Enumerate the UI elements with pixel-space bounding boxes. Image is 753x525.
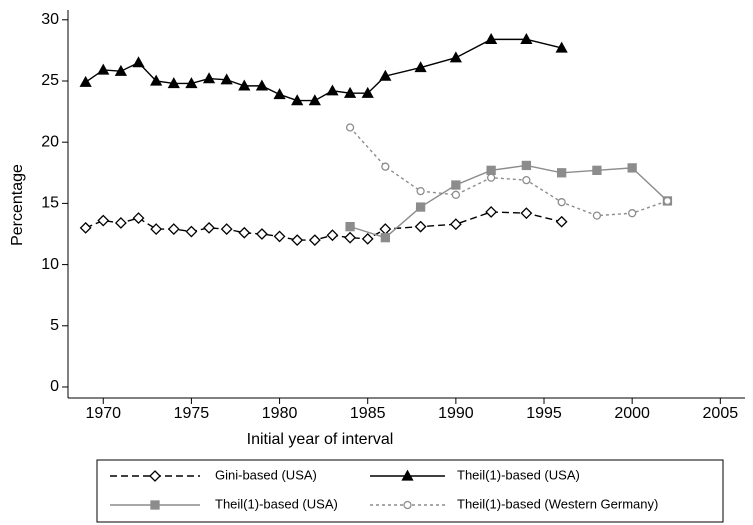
legend-label: Theil(1)-based (USA) [457,467,580,482]
y-tick-label: 25 [41,72,59,89]
marker [185,77,198,89]
marker [220,223,233,236]
y-axis-label: Percentage [9,164,26,246]
y-tick-label: 0 [50,378,59,395]
x-tick-label: 2000 [614,405,650,422]
marker [361,232,374,245]
x-tick-label: 1975 [174,405,210,422]
marker [485,33,498,45]
marker [132,56,145,68]
marker [326,229,339,242]
series-line [349,127,668,217]
series-line [349,164,668,239]
marker [203,221,215,234]
x-axis-label: Initial year of interval [247,431,394,448]
marker [238,79,251,91]
marker [401,469,414,481]
marker [345,221,355,232]
y-tick-label: 20 [41,133,59,150]
marker [167,223,180,236]
marker [403,500,412,510]
series-line [85,38,562,102]
marker [150,223,163,236]
marker [345,123,355,132]
x-tick-label: 1985 [350,405,386,422]
marker [628,209,637,218]
marker [555,215,568,228]
marker [451,180,461,190]
marker [343,86,357,98]
marker [380,233,390,243]
marker [415,202,426,212]
marker [556,168,567,178]
legend-label: Gini-based (USA) [215,467,317,482]
x-tick-label: 1980 [262,405,298,422]
marker [449,218,462,231]
marker [627,163,637,173]
marker [308,234,321,247]
marker [97,63,110,75]
y-tick-label: 5 [50,317,59,334]
y-tick-label: 10 [41,256,59,273]
marker [79,221,92,234]
marker [114,217,127,229]
marker [379,223,392,236]
marker [150,500,160,510]
marker [486,165,496,175]
marker [416,186,425,196]
y-tick-label: 15 [41,195,59,212]
marker [308,94,321,106]
marker [256,228,268,240]
marker [291,234,304,247]
marker [238,226,251,239]
legend-label: Theil(1)-based (Western Germany) [457,496,658,511]
marker [114,64,127,76]
marker [485,206,498,218]
x-tick-label: 1995 [526,405,562,422]
marker [663,196,672,206]
marker [449,51,462,63]
marker [592,165,602,175]
marker [522,175,531,185]
marker [592,211,602,220]
legend-label: Theil(1)-based (USA) [215,496,338,511]
marker [167,77,180,89]
marker [291,94,304,106]
marker [414,220,427,233]
marker [150,74,163,86]
marker [381,162,390,171]
marker [557,198,566,207]
marker [132,212,145,224]
marker [79,75,92,87]
marker [273,230,286,243]
marker [273,88,286,100]
marker [149,470,161,482]
marker [520,33,533,45]
legend-box [96,459,724,523]
x-tick-label: 1990 [438,405,474,422]
marker [520,207,533,220]
marker [521,160,532,171]
marker [451,190,461,199]
marker [486,173,496,182]
marker [220,73,233,85]
x-tick-label: 1970 [85,405,121,422]
marker [202,72,216,84]
marker [255,79,269,91]
marker [361,86,374,98]
marker [326,84,339,96]
marker [555,41,568,53]
x-tick-label: 2005 [703,405,739,422]
marker [344,231,357,244]
marker [379,69,392,81]
y-tick-label: 30 [41,11,59,28]
marker [97,214,110,227]
marker [185,225,198,238]
marker [414,61,427,73]
